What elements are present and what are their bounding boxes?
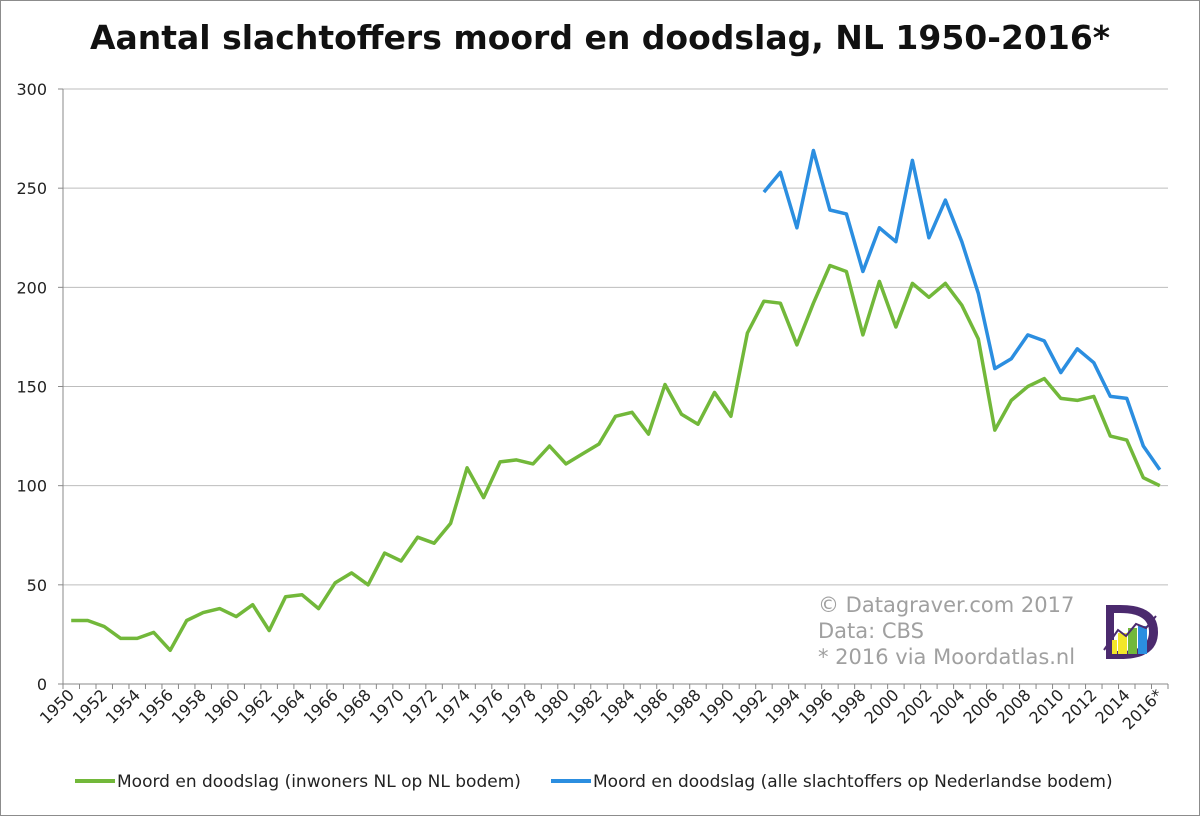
x-tick-label: 2004 xyxy=(926,685,968,727)
x-tick-label: 2006 xyxy=(959,685,1001,727)
series-line-2 xyxy=(762,148,1162,471)
x-tick-label: 1952 xyxy=(69,685,111,727)
x-tick-label: 1966 xyxy=(300,685,342,727)
credit-2016-source: * 2016 via Moordatlas.nl xyxy=(818,645,1075,669)
x-tick-label: 1954 xyxy=(102,685,144,727)
x-tick-label: 1988 xyxy=(663,685,705,727)
series-line-1 xyxy=(71,263,1161,653)
x-tick-label: 2010 xyxy=(1025,685,1067,727)
datagraver-logo-icon xyxy=(1103,605,1158,659)
x-tick-label: 1982 xyxy=(564,685,606,727)
y-axis-ticks: 0 50 100 150 200 250 300 xyxy=(16,80,63,694)
x-tick-label: 1984 xyxy=(597,685,639,727)
x-tick-label: 1972 xyxy=(399,685,441,727)
y-tick-label: 0 xyxy=(37,675,47,694)
x-tick-label: 1994 xyxy=(762,685,804,727)
x-tick-label: 1962 xyxy=(234,685,276,727)
y-tick-label: 50 xyxy=(27,576,47,595)
series-lines xyxy=(71,148,1162,653)
legend: Moord en doodslag (inwoners NL op NL bod… xyxy=(75,772,1113,792)
x-tick-label: 1960 xyxy=(201,685,243,727)
y-tick-label: 150 xyxy=(16,378,47,397)
x-tick-label: 1958 xyxy=(168,685,210,727)
legend-label-2: Moord en doodslag (alle slachtoffers op … xyxy=(593,772,1113,792)
credit-data-source: Data: CBS xyxy=(818,619,924,643)
x-tick-label: 1956 xyxy=(135,685,177,727)
grid-lines xyxy=(63,88,1168,586)
x-tick-label: 2002 xyxy=(893,685,935,727)
x-axis-ticks: 1950195219541956195819601962196419661968… xyxy=(36,684,1169,733)
x-tick-label: 1998 xyxy=(827,685,869,727)
x-tick-label: 2012 xyxy=(1058,685,1100,727)
x-tick-label: 1996 xyxy=(795,685,837,727)
x-tick-label: 1990 xyxy=(696,685,738,727)
y-tick-label: 200 xyxy=(16,278,47,297)
credits-block: © Datagraver.com 2017 Data: CBS * 2016 v… xyxy=(818,593,1075,669)
credit-copyright: © Datagraver.com 2017 xyxy=(818,593,1074,617)
x-tick-label: 1974 xyxy=(432,685,474,727)
x-tick-label: 1964 xyxy=(267,685,309,727)
chart-title: Aantal slachtoffers moord en doodslag, N… xyxy=(89,18,1111,57)
x-tick-label: 2008 xyxy=(992,685,1034,727)
y-tick-label: 300 xyxy=(16,80,47,99)
x-tick-label: 1968 xyxy=(333,685,375,727)
x-tick-label: 1986 xyxy=(630,685,672,727)
x-tick-label: 2000 xyxy=(860,685,902,727)
x-tick-label: 1992 xyxy=(729,685,771,727)
y-tick-label: 250 xyxy=(16,179,47,198)
x-tick-label: 1980 xyxy=(531,685,573,727)
legend-label-1: Moord en doodslag (inwoners NL op NL bod… xyxy=(117,772,521,792)
x-tick-label: 1976 xyxy=(465,685,507,727)
x-tick-label: 1970 xyxy=(366,685,408,727)
x-tick-label: 1978 xyxy=(498,685,540,727)
y-tick-label: 100 xyxy=(16,477,47,496)
